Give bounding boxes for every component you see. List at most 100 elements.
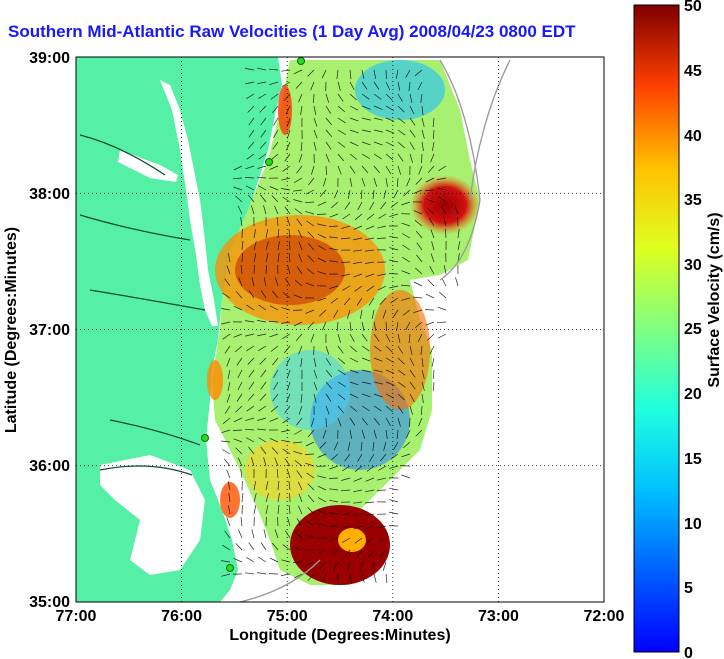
velocity-arrow (258, 153, 267, 160)
velocity-arrow (224, 530, 231, 539)
velocity-arrow (353, 273, 363, 278)
velocity-arrow (336, 69, 339, 79)
station-marker (265, 158, 273, 166)
velocity-arrow (274, 529, 279, 539)
velocity-arrow (393, 441, 399, 450)
velocity-arrow (265, 493, 269, 503)
velocity-arrow (373, 129, 383, 133)
velocity-arrow (383, 441, 387, 451)
velocity-arrow (409, 393, 415, 403)
velocity-arrow (272, 105, 279, 114)
velocity-arrow (307, 507, 315, 515)
velocity-arrow (285, 105, 291, 115)
velocity-arrow (296, 518, 303, 527)
velocity-arrow (377, 525, 387, 529)
velocity-arrow (349, 153, 358, 160)
velocity-arrow (297, 481, 303, 491)
velocity-arrow (226, 357, 231, 367)
velocity-arrow (401, 201, 411, 206)
velocity-arrow (385, 117, 395, 122)
velocity-arrow (373, 369, 383, 373)
velocity-arrow (329, 285, 339, 289)
x-axis-label: Longitude (Degrees:Minutes) (229, 627, 450, 644)
velocity-arrow (322, 321, 327, 331)
colorbar-tick-label: 30 (684, 257, 702, 274)
velocity-arrow (417, 81, 423, 91)
velocity-arrow (349, 93, 357, 101)
velocity-arrow (365, 525, 375, 530)
velocity-arrow (429, 265, 435, 275)
velocity-arrow (240, 517, 243, 527)
velocity-arrow (383, 189, 387, 199)
velocity-arrow (349, 333, 355, 342)
velocity-arrow (373, 105, 383, 110)
velocity-arrow (385, 129, 395, 134)
velocity-arrow (413, 210, 423, 215)
velocity-arrow (349, 393, 359, 399)
velocity-arrow (337, 141, 346, 148)
velocity-arrow (361, 417, 368, 426)
velocity-arrow (379, 297, 387, 305)
velocity-arrow (294, 429, 303, 435)
velocity-arrow (265, 264, 267, 275)
velocity-arrow (389, 259, 399, 263)
velocity-arrow (445, 228, 447, 239)
velocity-arrow (269, 417, 279, 422)
velocity-arrow (277, 516, 279, 527)
velocity-arrow (304, 453, 315, 455)
velocity-arrow (245, 572, 255, 575)
velocity-arrow (256, 176, 267, 179)
velocity-arrow (397, 381, 406, 388)
velocity-arrow (282, 448, 291, 455)
velocity-arrow (281, 439, 291, 443)
velocity-arrow (300, 105, 303, 115)
velocity-arrow (441, 277, 447, 287)
velocity-arrow (272, 141, 279, 150)
velocity-arrow (282, 196, 291, 203)
velocity-arrow (313, 393, 317, 403)
velocity-arrow (427, 279, 435, 287)
velocity-arrow (317, 475, 327, 479)
velocity-arrow (385, 153, 394, 161)
velocity-arrow (265, 481, 269, 491)
velocity-arrow (385, 381, 395, 386)
velocity-arrow (361, 153, 370, 159)
velocity-arrow (412, 296, 423, 299)
velocity-arrow (307, 69, 315, 77)
velocity-arrow (361, 357, 371, 362)
velocity-arrow (317, 549, 327, 554)
velocity-arrow (353, 237, 363, 241)
velocity-arrow (361, 405, 370, 412)
velocity-arrow (277, 241, 280, 251)
velocity-arrow (271, 542, 279, 551)
velocity-arrow (409, 357, 415, 367)
velocity-arrow (293, 573, 303, 579)
velocity-arrow (397, 153, 404, 162)
bathymetry-contour (469, 59, 511, 201)
velocity-arrow (325, 105, 331, 114)
velocity-arrow (221, 321, 231, 325)
velocity-arrow (337, 381, 346, 387)
velocity-arrow (317, 201, 327, 207)
velocity-arrow (385, 177, 388, 187)
velocity-arrow (253, 229, 256, 239)
velocity-arrow (236, 393, 243, 402)
x-tick-label: 75:00 (267, 608, 308, 625)
station-marker (297, 57, 305, 65)
velocity-arrow (409, 345, 413, 355)
velocity-arrow (263, 529, 267, 539)
velocity-arrow (421, 357, 424, 367)
velocity-arrow (247, 357, 255, 365)
velocity-arrow (385, 81, 391, 91)
velocity-arrow (284, 530, 291, 539)
velocity-arrow (396, 177, 399, 188)
velocity-arrow (329, 260, 339, 263)
velocity-arrow (233, 333, 243, 338)
velocity-arrow (390, 453, 399, 460)
velocity-arrow (409, 405, 413, 415)
colorbar-label: Surface Velocity (cm/s) (706, 212, 723, 387)
velocity-arrow (341, 273, 351, 277)
velocity-arrow (260, 381, 267, 390)
velocity-arrow (232, 429, 243, 431)
velocity-arrow (347, 441, 351, 451)
